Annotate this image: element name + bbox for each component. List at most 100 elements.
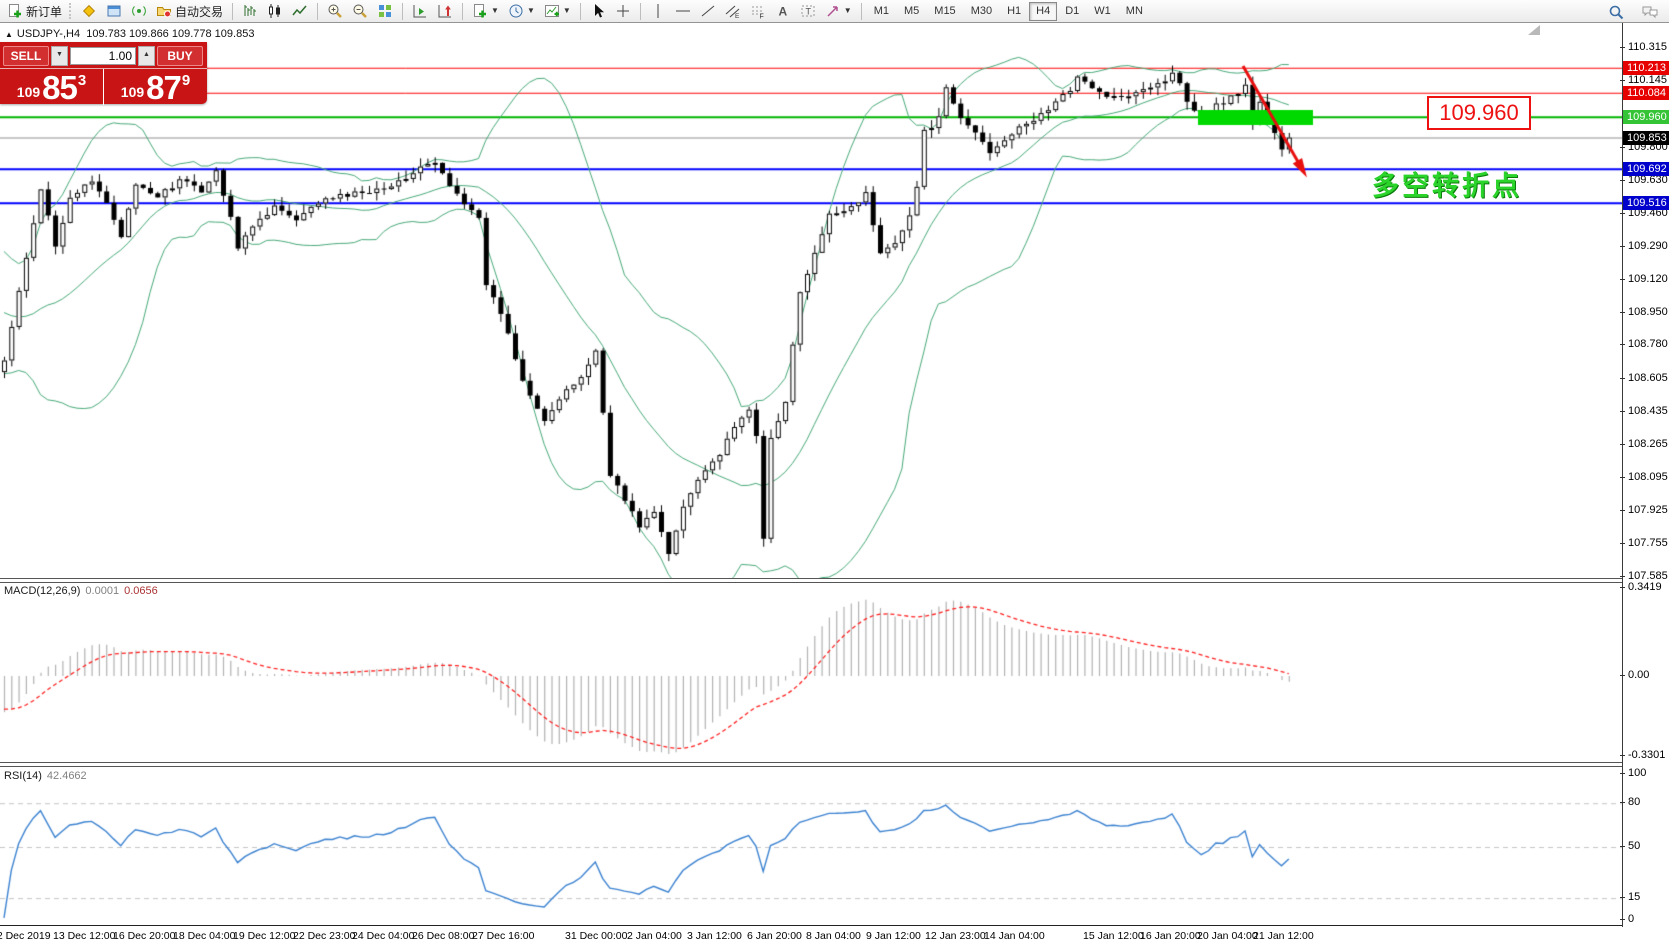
macd-value-1: 0.0001 — [85, 585, 120, 597]
new-order-label: 新订单 — [26, 4, 63, 19]
price-chart-canvas[interactable] — [0, 23, 1622, 578]
sell-price-big: 85 — [42, 69, 78, 106]
candle-chart-type-button[interactable] — [263, 1, 287, 21]
price-annotation-box[interactable]: 109.960 — [1427, 96, 1531, 130]
chat-button[interactable] — [1637, 2, 1663, 22]
chinese-annotation-text[interactable]: 多空转折点 — [1372, 171, 1522, 201]
dropdown-caret-icon: ▼ — [526, 6, 535, 15]
yellow-diamond-icon — [81, 3, 97, 19]
pane-separator[interactable] — [0, 578, 1622, 583]
bars-icon — [242, 3, 258, 19]
cursor-button[interactable] — [586, 1, 610, 21]
rsi-chart-canvas[interactable] — [0, 768, 1622, 925]
indicators-button[interactable]: ▼ — [540, 1, 575, 21]
period-button[interactable]: ▼ — [504, 1, 539, 21]
volume-up-button[interactable]: ▲ — [138, 46, 155, 66]
time-axis-label: 8 Jan 04:00 — [806, 930, 861, 942]
price-axis-label: 109.630 — [1620, 173, 1668, 186]
zoom-out-button[interactable] — [348, 1, 372, 21]
price-axis-label: 109.120 — [1620, 272, 1668, 285]
buy-button[interactable]: BUY — [157, 46, 203, 66]
bar-chart-type-button[interactable] — [238, 1, 262, 21]
chart-symbol-icon: ▲ — [5, 30, 13, 39]
fibonacci-button[interactable]: F — [746, 1, 770, 21]
terminal-window-button[interactable] — [102, 1, 126, 21]
text-label-button[interactable]: T — [796, 1, 820, 21]
sell-price[interactable]: 109 85 3 — [0, 69, 104, 105]
buy-price-big: 87 — [146, 69, 182, 106]
buy-price-prefix: 109 — [120, 84, 145, 100]
rsi-label: RSI(14) 42.4662 — [4, 770, 87, 782]
cursor-icon — [590, 3, 606, 19]
toolbar-separator — [579, 2, 581, 20]
horizontal-line-button[interactable] — [671, 1, 695, 21]
arrows-button[interactable]: ▼ — [821, 1, 856, 21]
line-chart-type-button[interactable] — [288, 1, 312, 21]
toolbar-separator — [402, 2, 404, 20]
time-axis-label: 12 Jan 23:00 — [925, 930, 986, 942]
sell-button[interactable]: SELL — [3, 46, 49, 66]
price-axis-label: 108.265 — [1620, 438, 1668, 451]
time-axis-label: 21 Jan 12:00 — [1253, 930, 1314, 942]
time-axis-label: 24 Dec 04:00 — [352, 930, 415, 942]
text-label-icon: T — [800, 3, 816, 19]
templates-button[interactable]: ▼ — [468, 1, 503, 21]
timeframe-d1-button[interactable]: D1 — [1058, 2, 1086, 21]
search-button[interactable] — [1604, 2, 1629, 22]
timeframe-w1-button[interactable]: W1 — [1087, 2, 1118, 21]
price-axis-label: 110.145 — [1620, 73, 1667, 86]
zoom-in-button[interactable] — [323, 1, 347, 21]
autotrade-button[interactable]: 自动交易 — [152, 1, 227, 21]
rsi-value: 42.4662 — [46, 770, 87, 782]
template-icon — [472, 3, 488, 19]
volume-input[interactable] — [70, 47, 136, 65]
svg-text:F: F — [759, 14, 763, 20]
timeframe-m5-button[interactable]: M5 — [897, 2, 926, 21]
macd-axis-label: -0.3301 — [1619, 749, 1666, 761]
toolbar-separator — [232, 2, 234, 20]
new-order-button[interactable]: 新订单 — [3, 1, 66, 21]
channel-button[interactable]: E — [721, 1, 745, 21]
arrows-icon — [825, 3, 841, 19]
time-axis-label: 27 Dec 16:00 — [472, 930, 535, 942]
market-watch-button[interactable] — [77, 1, 101, 21]
rsi-axis-label: 80 — [1619, 796, 1641, 808]
price-axis[interactable]: 110.315 110.145 109.800 109.630 109.460 109.2… — [1619, 23, 1669, 927]
text-button[interactable]: A — [771, 1, 795, 21]
chat-icon — [1641, 4, 1659, 20]
horizontal-line-icon — [675, 3, 691, 19]
time-axis-label: 15 Jan 12:00 — [1083, 930, 1144, 942]
macd-axis-label: 0.00 — [1619, 669, 1650, 681]
price-tag: 110.213 — [1623, 60, 1669, 75]
buy-price[interactable]: 109 87 9 — [104, 69, 207, 105]
timeframe-mn-button[interactable]: MN — [1119, 2, 1150, 21]
macd-chart-canvas[interactable] — [0, 584, 1622, 762]
dropdown-caret-icon: ▼ — [843, 6, 852, 15]
volume-down-button[interactable]: ▼ — [51, 46, 68, 66]
scroll-to-end-marker[interactable] — [1528, 25, 1540, 35]
timeframe-h1-button[interactable]: H1 — [1000, 2, 1028, 21]
timeframe-m15-button[interactable]: M15 — [927, 2, 962, 21]
price-axis-label: 108.780 — [1620, 338, 1668, 351]
vertical-line-icon — [650, 3, 666, 19]
signal-icon — [131, 3, 147, 19]
time-axis-label: 9 Jan 12:00 — [866, 930, 921, 942]
vertical-line-button[interactable] — [646, 1, 670, 21]
timeframe-m30-button[interactable]: M30 — [964, 2, 999, 21]
timeframe-h4-button[interactable]: H4 — [1029, 1, 1058, 21]
tile-windows-icon — [377, 3, 393, 19]
tile-windows-button[interactable] — [373, 1, 397, 21]
toolbar-separator — [860, 2, 862, 20]
pane-separator[interactable] — [0, 762, 1622, 767]
price-tag: 109.960 — [1623, 109, 1669, 124]
signals-button[interactable] — [127, 1, 151, 21]
auto-scroll-icon — [437, 3, 453, 19]
chart-shift-button[interactable] — [408, 1, 432, 21]
timeframe-m1-button[interactable]: M1 — [867, 2, 896, 21]
crosshair-button[interactable] — [611, 1, 635, 21]
chart-symbol: USDJPY-,H4 — [16, 28, 81, 40]
auto-scroll-button[interactable] — [433, 1, 457, 21]
time-axis-label: 13 Dec 12:00 — [53, 930, 116, 942]
trendline-button[interactable] — [696, 1, 720, 21]
